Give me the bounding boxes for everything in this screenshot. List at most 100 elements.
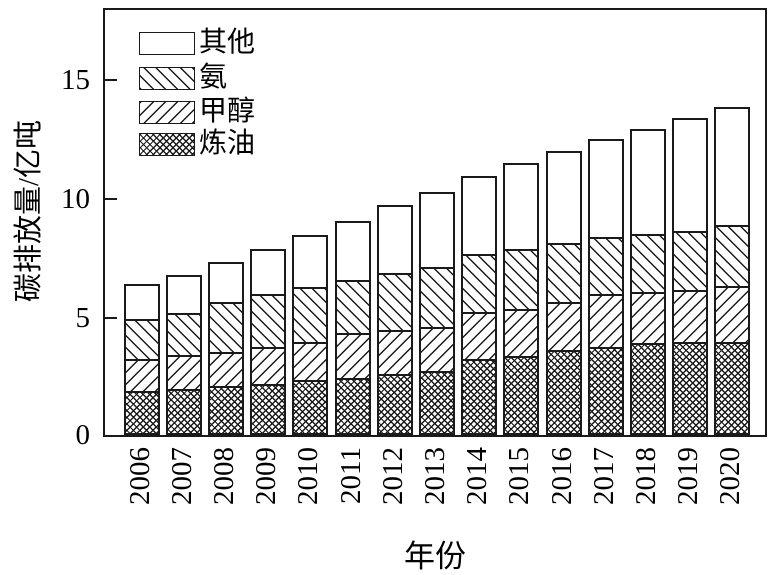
bar-segment-other-2017 [587, 139, 624, 238]
bar-2011 [334, 220, 371, 435]
bar-segment-methanol-2007 [165, 355, 202, 389]
x-tick-label-text: 2006 [123, 447, 156, 505]
bar-segment-refining-2020 [714, 342, 751, 435]
bar-segment-refining-2011 [334, 377, 371, 435]
bar-2012 [376, 205, 413, 435]
bar-2007 [165, 275, 202, 435]
y-tick-mark-5 [105, 316, 117, 319]
bar-segment-ammonia-2017 [587, 237, 624, 295]
bar-segment-ammonia-2020 [714, 225, 751, 287]
legend-item-ammonia: 氨 [139, 62, 228, 93]
bar-segment-methanol-2014 [461, 312, 498, 359]
bar-segment-ammonia-2007 [165, 313, 202, 356]
bar-segment-ammonia-2016 [545, 243, 582, 302]
bar-segment-methanol-2008 [207, 351, 244, 387]
x-tick-label-text: 2007 [165, 447, 198, 505]
bar-segment-other-2020 [714, 107, 751, 226]
bar-segment-ammonia-2013 [418, 266, 455, 327]
bar-segment-refining-2012 [376, 374, 413, 435]
bar-2020 [714, 107, 751, 435]
legend-swatch-forward-slash-icon [139, 100, 195, 124]
bar-segment-refining-2008 [207, 386, 244, 435]
legend-label: 甲醇 [199, 96, 256, 127]
x-tick-label-2020: 2020 [714, 447, 772, 505]
bar-2008 [207, 262, 244, 435]
bar-2006 [123, 283, 160, 435]
x-tick-label-text: 2017 [587, 447, 620, 505]
x-tick-label-text: 2014 [461, 447, 494, 505]
bar-segment-methanol-2016 [545, 301, 582, 351]
bar-segment-refining-2018 [629, 343, 666, 435]
x-tick-label-text: 2015 [503, 447, 536, 505]
bar-segment-refining-2006 [123, 390, 160, 435]
bar-segment-methanol-2006 [123, 358, 160, 391]
bar-segment-ammonia-2009 [250, 294, 287, 347]
x-tick-label-text: 2016 [545, 447, 578, 505]
bar-segment-methanol-2011 [334, 332, 371, 378]
bar-2015 [503, 163, 540, 435]
bar-segment-ammonia-2018 [629, 233, 666, 292]
legend-swatch-back-slash-icon [139, 66, 195, 90]
x-tick-label-text: 2020 [714, 447, 747, 505]
bar-segment-ammonia-2011 [334, 280, 371, 333]
bar-segment-refining-2013 [418, 370, 455, 435]
bar-segment-methanol-2013 [418, 326, 455, 371]
bar-2009 [250, 249, 287, 435]
bar-segment-methanol-2017 [587, 294, 624, 347]
legend-label: 氨 [199, 62, 228, 93]
legend-label: 炼油 [199, 128, 256, 159]
bar-segment-ammonia-2014 [461, 253, 498, 313]
bar-2016 [545, 151, 582, 435]
legend-item-methanol: 甲醇 [139, 96, 256, 127]
x-tick-label-text: 2013 [418, 447, 451, 505]
x-tick-label-text: 2012 [376, 447, 409, 505]
bar-segment-refining-2015 [503, 356, 540, 435]
bar-segment-other-2009 [250, 249, 287, 295]
bar-segment-ammonia-2010 [292, 287, 329, 343]
bar-segment-methanol-2018 [629, 292, 666, 344]
bar-segment-ammonia-2019 [672, 231, 709, 290]
bar-segment-ammonia-2015 [503, 249, 540, 309]
x-tick-label-text: 2008 [207, 447, 240, 505]
y-tick-mark-15 [105, 78, 117, 81]
y-tick-label-15: 15 [61, 63, 90, 96]
x-tick-label-text: 2010 [292, 447, 325, 505]
bar-segment-methanol-2009 [250, 346, 287, 384]
x-tick-label-text: 2018 [629, 447, 662, 505]
bar-segment-other-2019 [672, 118, 709, 232]
x-tick-label-text: 2011 [334, 447, 367, 504]
bar-segment-other-2018 [629, 128, 666, 234]
y-tick-label-5: 5 [75, 301, 91, 334]
bar-segment-other-2006 [123, 283, 160, 320]
bar-segment-methanol-2019 [672, 289, 709, 343]
y-tick-label-10: 10 [61, 182, 90, 215]
bar-segment-methanol-2020 [714, 286, 751, 343]
bar-2013 [418, 191, 455, 435]
legend-item-refining: 炼油 [139, 128, 256, 159]
bar-2019 [672, 118, 709, 435]
x-tick-label-text: 2019 [672, 447, 705, 505]
bar-segment-ammonia-2012 [376, 272, 413, 331]
bar-segment-other-2016 [545, 151, 582, 244]
bar-segment-refining-2010 [292, 380, 329, 435]
y-tick-mark-10 [105, 197, 117, 200]
bar-2010 [292, 234, 329, 435]
bar-segment-ammonia-2008 [207, 301, 244, 352]
bar-segment-methanol-2010 [292, 342, 329, 381]
legend-label: 其他 [199, 27, 256, 58]
legend-swatch-none-icon [139, 31, 195, 55]
x-axis-title: 年份 [404, 539, 466, 574]
bar-segment-refining-2009 [250, 383, 287, 435]
bar-segment-other-2013 [418, 191, 455, 267]
bar-segment-methanol-2012 [376, 330, 413, 375]
y-tick-label-0: 0 [75, 419, 91, 451]
bar-segment-methanol-2015 [503, 308, 540, 357]
bar-segment-refining-2017 [587, 346, 624, 435]
legend-swatch-crosshatch-icon [139, 132, 195, 156]
bar-segment-refining-2016 [545, 350, 582, 435]
bar-segment-other-2014 [461, 176, 498, 254]
bar-segment-refining-2007 [165, 388, 202, 435]
bar-2014 [461, 176, 498, 435]
bar-segment-ammonia-2006 [123, 319, 160, 359]
